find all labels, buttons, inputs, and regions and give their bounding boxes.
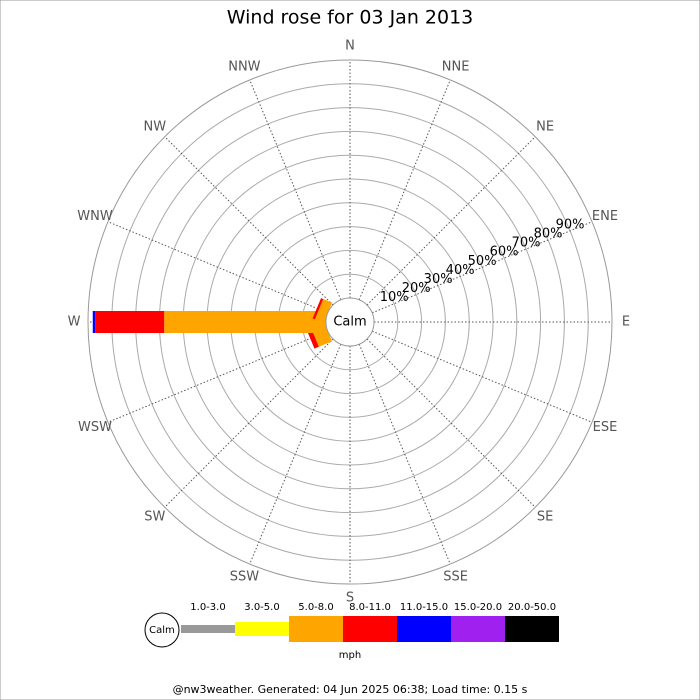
spoke (366, 338, 536, 508)
legend-label: 8.0-11.0 (349, 602, 391, 613)
direction-label: NNW (228, 60, 260, 75)
direction-label: WNW (77, 209, 113, 224)
r-tick-label: 20% (402, 281, 431, 296)
legend-unit: mph (339, 650, 361, 661)
spoke (249, 79, 342, 301)
direction-label: ENE (592, 209, 618, 224)
direction-label: ESE (593, 420, 618, 435)
r-tick-label: 50% (468, 254, 497, 269)
direction-label: WSW (78, 420, 112, 435)
wind-bar (92, 311, 96, 333)
direction-label: S (346, 591, 354, 606)
legend-swatch (289, 616, 343, 642)
r-tick-label: 60% (490, 245, 519, 260)
direction-label: N (345, 39, 355, 54)
direction-label: NNE (442, 60, 470, 75)
legend-label: 11.0-15.0 (400, 602, 448, 613)
legend-swatch (343, 616, 397, 642)
direction-label: SE (537, 510, 553, 525)
r-tick-label: 40% (446, 263, 475, 278)
spoke (164, 338, 334, 508)
legend-swatch (451, 616, 505, 642)
r-tick-label: 90% (556, 217, 585, 232)
spoke (164, 136, 334, 306)
r-tick-label: 70% (512, 236, 541, 251)
direction-label: NW (144, 119, 167, 134)
spoke (371, 330, 593, 423)
footer: @nw3weather. Generated: 04 Jun 2025 06:3… (173, 683, 528, 696)
legend-calm (144, 612, 180, 648)
direction-label: SW (144, 510, 165, 525)
direction-label: W (68, 315, 81, 330)
legend-label: 20.0-50.0 (508, 602, 556, 613)
legend-label: 1.0-3.0 (190, 602, 225, 613)
legend-swatch (505, 616, 559, 642)
legend-label: 5.0-8.0 (298, 602, 333, 613)
spoke (366, 136, 536, 306)
calm-circle (325, 297, 375, 347)
outer-ring (87, 59, 613, 585)
direction-label: E (622, 315, 630, 330)
r-tick-label: 10% (380, 290, 409, 305)
spoke (358, 343, 451, 565)
spoke (249, 343, 342, 565)
legend-label: 15.0-20.0 (454, 602, 502, 613)
spoke (107, 221, 329, 314)
wind-bar (312, 298, 324, 320)
direction-label: NE (536, 119, 554, 134)
legend-label: 3.0-5.0 (244, 602, 279, 613)
legend-swatch (181, 625, 235, 633)
spoke (107, 330, 329, 423)
r-tick-label: 80% (534, 226, 563, 241)
calm-label: Calm (333, 315, 366, 330)
legend-swatch (235, 622, 289, 636)
direction-label: SSE (443, 569, 468, 584)
chart-title: Wind rose for 03 Jan 2013 (227, 7, 474, 29)
r-tick-label: 30% (424, 272, 453, 287)
spoke (358, 79, 451, 301)
wind-bar (164, 311, 326, 333)
legend-swatch (397, 616, 451, 642)
spoke (371, 221, 593, 314)
direction-label: SSW (230, 569, 260, 584)
wind-bar (314, 299, 333, 323)
legend-calm-label: Calm (149, 625, 175, 636)
wind-bar (95, 311, 165, 333)
